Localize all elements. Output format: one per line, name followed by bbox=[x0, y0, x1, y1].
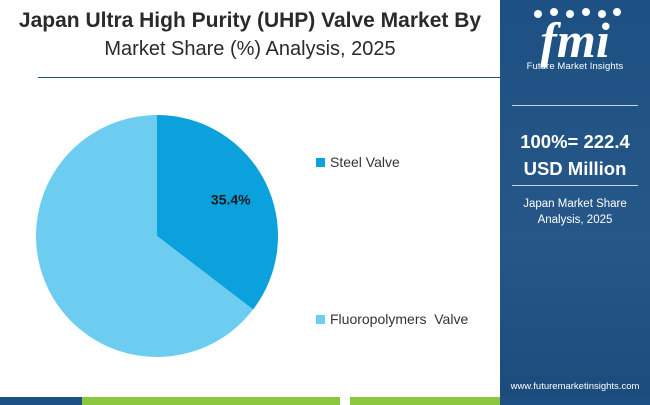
bottom-bar-segment bbox=[350, 397, 500, 405]
pie-data-label: 35.4% bbox=[211, 192, 251, 208]
panel-divider-top bbox=[512, 105, 638, 106]
legend-swatch-steel-valve bbox=[316, 157, 325, 167]
bottom-bar-segment bbox=[82, 397, 340, 405]
legend-label-steel-valve: Steel Valve bbox=[330, 154, 400, 170]
chart-title: Japan Ultra High Purity (UHP) Valve Mark… bbox=[0, 6, 500, 64]
bottom-color-bar bbox=[0, 397, 650, 405]
fmi-logo: fmi bbox=[534, 8, 621, 68]
panel-caption-line-1: Japan Market Share bbox=[523, 198, 627, 210]
bottom-bar-segment bbox=[0, 397, 82, 405]
pie-slice-steel-valve bbox=[157, 115, 278, 310]
panel-caption-line-2: Analysis, 2025 bbox=[537, 214, 613, 226]
website-url[interactable]: www.futuremarketinsights.com bbox=[510, 381, 640, 392]
logo-wordmark: fmi bbox=[540, 12, 610, 68]
legend-item-fluoropolymers-valve: Fluoropolymers Valve bbox=[316, 311, 468, 327]
logo-subtitle: Future Market Insights bbox=[526, 61, 624, 72]
title-divider bbox=[38, 77, 500, 78]
pie-chart: 35.4% bbox=[35, 115, 278, 357]
panel-divider-bottom bbox=[512, 185, 638, 186]
legend-label-fluoropolymers-valve: Fluoropolymers Valve bbox=[330, 311, 469, 327]
bottom-bar-segment bbox=[500, 397, 650, 405]
panel-total: 100%= 222.4 USD Million bbox=[500, 128, 650, 182]
legend-item-steel-valve: Steel Valve bbox=[316, 154, 400, 170]
panel-caption: Japan Market Share Analysis, 2025 bbox=[500, 196, 650, 228]
chart-title-line-2: Market Share (%) Analysis, 2025 bbox=[104, 38, 396, 60]
panel-total-value: 100%= 222.4 bbox=[520, 131, 630, 152]
bottom-bar-segment bbox=[340, 397, 350, 405]
pie-slice-fluoropolymers-valve bbox=[35, 115, 254, 357]
chart-title-line-1: Japan Ultra High Purity (UHP) Valve Mark… bbox=[18, 9, 482, 32]
legend-swatch-fluoropolymers-valve bbox=[316, 314, 325, 324]
panel-texture bbox=[500, 0, 650, 397]
panel-total-unit: USD Million bbox=[523, 158, 627, 179]
summary-panel: fmi Future Market Insights 100%= 222.4 U… bbox=[500, 0, 650, 397]
